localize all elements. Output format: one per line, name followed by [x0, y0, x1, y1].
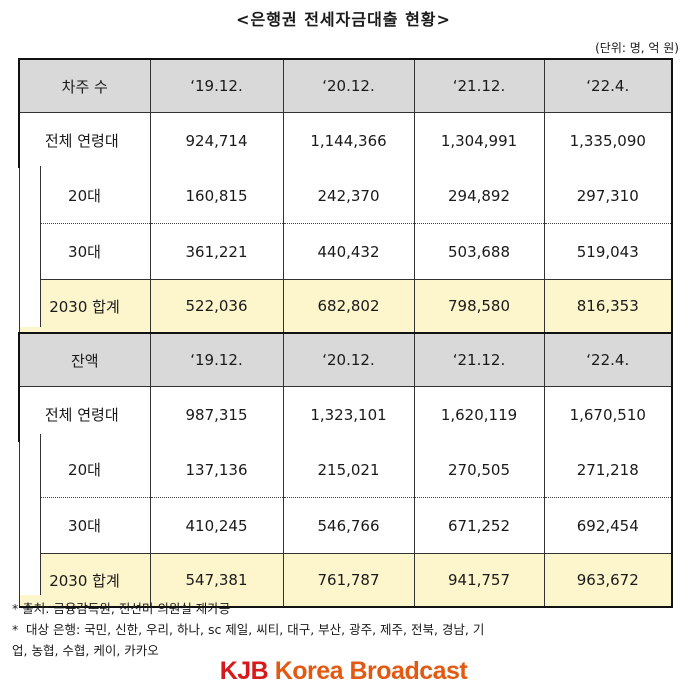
table-row: 30대 410,245 546,766 671,252 692,454 [18, 497, 673, 554]
cell-value: 270,505 [414, 442, 545, 498]
cell-value: 798,580 [414, 279, 545, 334]
cell-value: 215,021 [283, 442, 415, 498]
cell-value: 546,766 [283, 497, 415, 554]
row-label: 전체 연령대 [18, 112, 151, 168]
cell-value: 297,310 [544, 168, 673, 224]
cell-value: 671,252 [414, 497, 545, 554]
table-row: 30대 361,221 440,432 503,688 519,043 [18, 223, 673, 280]
table-row: 전체 연령대 987,315 1,323,101 1,620,119 1,670… [18, 386, 673, 442]
indent-strip [20, 166, 41, 327]
banks-note-line1: 대상 은행: 국민, 신한, 우리, 하나, sc 제일, 씨티, 대구, 부산… [26, 622, 485, 637]
table-row: 20대 137,136 215,021 270,505 271,218 [18, 442, 673, 498]
cell-value: 941,757 [414, 553, 545, 608]
cell-value: 692,454 [544, 497, 673, 554]
table-header-row: 잔액 ‘19.12. ‘20.12. ‘21.12. ‘22.4. [18, 332, 673, 387]
loan-status-table: 차주 수 ‘19.12. ‘20.12. ‘21.12. ‘22.4. 전체 연… [18, 58, 673, 608]
cell-value: 294,892 [414, 168, 545, 224]
logo-korea-broadcast: Korea Broadcast [274, 657, 468, 685]
period-header: ‘22.4. [543, 58, 673, 113]
banks-note: * 대상 은행: 국민, 신한, 우리, 하나, sc 제일, 씨티, 대구, … [12, 619, 686, 640]
cell-value: 761,787 [283, 553, 415, 608]
cell-value: 137,136 [150, 442, 284, 498]
banks-note-line2: 업, 농협, 수협, 케이, 카카오 [12, 643, 159, 658]
cell-value: 503,688 [414, 223, 545, 280]
period-header: ‘20.12. [282, 332, 415, 387]
cell-value: 1,144,366 [282, 112, 415, 168]
period-header: ‘21.12. [413, 332, 545, 387]
period-header: ‘19.12. [149, 332, 284, 387]
cell-value: 1,620,119 [413, 386, 545, 442]
cell-value: 816,353 [544, 279, 673, 334]
logo-kjb: KJB [219, 657, 269, 685]
footnotes: * 출처: 금융감독원, 진선미 의원실 재가공 * 대상 은행: 국민, 신한… [12, 598, 686, 661]
cell-value: 440,432 [283, 223, 415, 280]
cell-value: 987,315 [149, 386, 284, 442]
table-row: 2030 합계 522,036 682,802 798,580 816,353 [18, 279, 673, 334]
period-header: ‘22.4. [543, 332, 673, 387]
period-header: ‘20.12. [282, 58, 415, 113]
cell-value: 522,036 [150, 279, 284, 334]
table-title: <은행권 전세자금대출 현황> [236, 10, 451, 29]
cell-value: 410,245 [150, 497, 284, 554]
cell-value: 160,815 [150, 168, 284, 224]
unit-label: (단위: 명, 억 원) [595, 41, 679, 55]
cell-value: 1,335,090 [543, 112, 673, 168]
cell-value: 1,670,510 [543, 386, 673, 442]
cell-value: 242,370 [283, 168, 415, 224]
cell-value: 519,043 [544, 223, 673, 280]
section-header: 잔액 [18, 332, 151, 387]
row-label: 전체 연령대 [18, 386, 151, 442]
section-header: 차주 수 [18, 58, 151, 113]
cell-value: 1,323,101 [282, 386, 415, 442]
period-header: ‘21.12. [413, 58, 545, 113]
table-row: 전체 연령대 924,714 1,144,366 1,304,991 1,335… [18, 112, 673, 168]
period-header: ‘19.12. [149, 58, 284, 113]
table-row: 20대 160,815 242,370 294,892 297,310 [18, 168, 673, 224]
cell-value: 1,304,991 [413, 112, 545, 168]
source-note: * 출처: 금융감독원, 진선미 의원실 재가공 [12, 601, 231, 616]
table-header-row: 차주 수 ‘19.12. ‘20.12. ‘21.12. ‘22.4. [18, 58, 673, 113]
cell-value: 924,714 [149, 112, 284, 168]
cell-value: 547,381 [150, 553, 284, 608]
broadcaster-logo: KJB Korea Broadcast [0, 657, 687, 686]
note-mark: * [12, 622, 19, 637]
cell-value: 361,221 [150, 223, 284, 280]
cell-value: 682,802 [283, 279, 415, 334]
indent-strip [20, 434, 41, 595]
cell-value: 963,672 [544, 553, 673, 608]
cell-value: 271,218 [544, 442, 673, 498]
